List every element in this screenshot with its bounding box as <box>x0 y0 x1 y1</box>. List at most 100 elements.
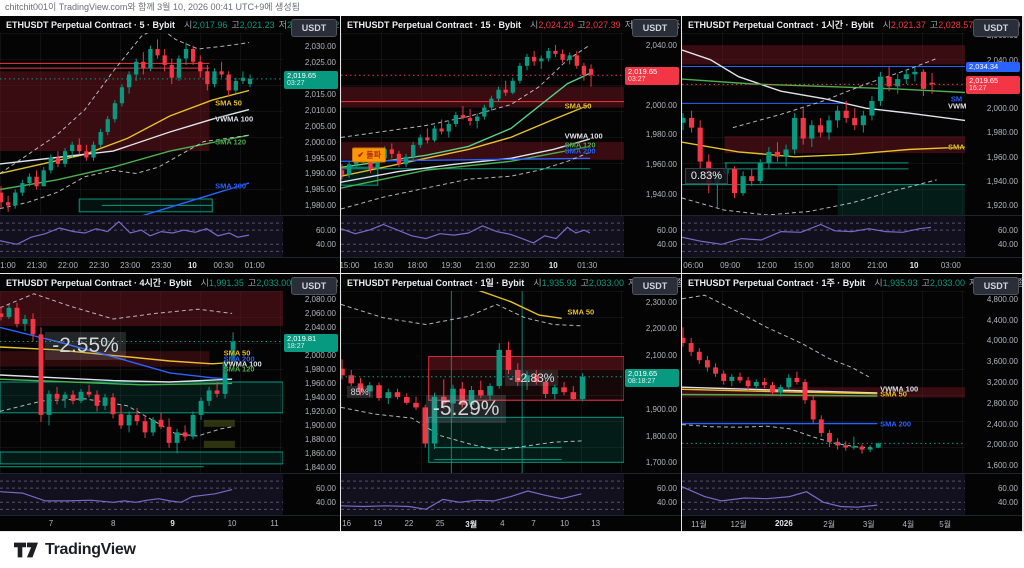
candle <box>929 73 935 94</box>
price-axis[interactable]: 2,040.00 2,000.00 1,980.00 1,960.00 1,940.00… <box>624 33 681 215</box>
rsi-pane[interactable] <box>682 216 965 257</box>
price-tick: 1,980.00 <box>986 128 1018 138</box>
time-axis[interactable]: 16 19 22 25 3월 4 7 10 13 <box>341 515 681 531</box>
candle <box>696 348 702 364</box>
ma-label: SMA 200 <box>880 419 912 429</box>
candle <box>126 411 132 433</box>
rsi-pane[interactable] <box>682 474 965 515</box>
price-axis[interactable]: 2,080.00 2,060.00 2,040.00 2,000.00 1,980.00… <box>283 291 340 473</box>
candle <box>432 125 437 142</box>
rsi-pane[interactable] <box>341 216 624 257</box>
rsi-pane[interactable] <box>341 474 624 515</box>
time-label: 09:00 <box>720 261 741 270</box>
rsi-svg <box>0 480 283 510</box>
price-tick: 2,080.00 <box>304 295 336 305</box>
ohlc-key: 시 <box>533 278 542 288</box>
price-plot[interactable]: SMA 50 VWMA 100 SMA 120 SMA 200 ✔ 돌파 <box>341 33 624 215</box>
time-label: 15:00 <box>793 261 814 270</box>
tag-price: 2,019.65 <box>628 368 658 378</box>
plot-row: SMASMVWM0.83%2,060.002,040.002,000.001,9… <box>682 31 1022 216</box>
candle <box>54 386 60 405</box>
time-axis[interactable]: 06:00 09:00 12:00 15:00 18:00 21:00 10 03:00 <box>682 257 1022 273</box>
ohlc-value: 1,935.93 <box>541 277 577 288</box>
time-label: 15:00 <box>341 261 360 270</box>
price-axis[interactable]: 2,030.00 2,025.00 2,015.00 2,010.00 2,005.00… <box>283 33 340 215</box>
currency-button[interactable]: USDT <box>973 277 1019 295</box>
SMA 120-line <box>0 378 233 386</box>
candle <box>183 42 189 65</box>
ohlc-value: 2,021.37 <box>890 19 926 30</box>
candle <box>489 95 494 111</box>
candle <box>682 113 686 131</box>
ma-label: SMA 50 <box>567 307 595 317</box>
candle <box>22 314 28 331</box>
ohlc-value: 2,019.65… <box>680 20 681 30</box>
time-label: 3월 <box>862 520 875 529</box>
price-tick: 2,000.00 <box>986 440 1018 450</box>
chart-header: ETHUSDT Perpetual Contract · 1일 · Bybit 시… <box>341 274 681 291</box>
tag-countdown: 03:27 <box>628 76 646 84</box>
rsi-pane[interactable] <box>0 474 283 515</box>
price-axis[interactable]: 2,300.00 2,200.00 2,100.00 1,900.00 1,800.00… <box>624 291 681 473</box>
price-tick: 2,015.00 <box>304 89 336 99</box>
candle <box>778 384 784 397</box>
price-axis[interactable]: 4,800.00 4,400.00 4,000.00 3,600.00 3,200.00… <box>965 291 1022 473</box>
candle <box>682 327 686 347</box>
price-plot[interactable]: SMA 50 85% -5.29% - -2.83% <box>341 289 625 473</box>
last-price-tag: 2,034.34 <box>966 61 1020 72</box>
candle <box>110 393 116 419</box>
price-axis[interactable]: 2,060.002,040.002,000.001,980.001,960.00… <box>965 31 1022 215</box>
candle <box>859 444 865 454</box>
price-tick: 1,880.00 <box>304 435 336 445</box>
time-axis[interactable]: 7 8 9 10 11 <box>0 515 340 531</box>
candle <box>48 154 53 174</box>
candle <box>467 109 473 126</box>
VWMA 100-line <box>0 108 250 165</box>
chart-title: ETHUSDT Perpetual Contract · 1시간 · Bybit <box>688 20 874 30</box>
time-axis[interactable]: 21:00 21:30 22:00 22:30 23:00 23:30 10 00:30 01:… <box>0 257 340 273</box>
annotation: -5.29% <box>425 395 507 424</box>
rsi-row: 60.00 40.00 <box>341 215 681 257</box>
price-tick: 2,025.00 <box>304 57 336 67</box>
VWMA 100-line <box>0 374 233 383</box>
band-line <box>682 294 870 378</box>
currency-button[interactable]: USDT <box>632 19 678 37</box>
chart-panel-15: ETHUSDT Perpetual Contract · 15 · Bybit 시… <box>341 16 681 273</box>
candle <box>818 415 824 437</box>
chart-grid: ETHUSDT Perpetual Contract · 5 · Bybit 시 2… <box>0 16 1024 532</box>
tradingview-logo[interactable]: TradingView <box>14 541 136 559</box>
price-tick: 1,980.00 <box>645 130 677 140</box>
candle <box>77 138 82 155</box>
candle <box>385 388 392 404</box>
currency-button[interactable]: USDT <box>291 19 337 37</box>
candle <box>886 66 892 92</box>
currency-button[interactable]: USDT <box>291 277 337 295</box>
band-line <box>341 151 591 210</box>
currency-button[interactable]: USDT <box>632 277 678 295</box>
candle <box>579 373 586 402</box>
candle <box>439 119 444 135</box>
candle <box>792 113 798 155</box>
currency-button[interactable]: USDT <box>973 19 1019 37</box>
candle <box>757 159 763 184</box>
price-plot[interactable]: SMA 50 VWMA 100 SMA 120 SMA 200 <box>0 26 283 226</box>
annotation: -2.55% <box>45 332 126 361</box>
VWMA 100-line <box>682 49 966 122</box>
candle <box>425 128 430 144</box>
time-label: 21:30 <box>26 261 47 270</box>
price-plot[interactable]: VWMA 100 SMA 50 SMA 200 <box>682 291 965 473</box>
time-label: 10 <box>909 261 919 270</box>
time-axis[interactable]: 15:00 16:30 18:00 19:30 21:00 22:30 10 01:30 <box>341 257 681 273</box>
price-tick: 1,800.00 <box>645 431 677 441</box>
zone <box>682 45 965 65</box>
rsi-pane[interactable] <box>0 216 283 257</box>
rsi-lower-label: 40.00 <box>315 240 336 250</box>
band-line <box>341 303 582 327</box>
price-plot[interactable]: SMA 50 SMA 200 VWMA 100 SMA 120 -2.55% <box>0 291 284 473</box>
rsi-axis: 60.00 40.00 <box>283 474 340 515</box>
ohlc-key: 시 <box>200 278 209 288</box>
price-plot[interactable]: SMA SM VWM 0.83% <box>682 33 966 216</box>
price-tick: 2,030.00 <box>304 41 336 51</box>
ma-label: SMA 50 <box>880 389 907 399</box>
time-axis[interactable]: 11월 12월 2026 2월 3월 4월 5월 <box>682 515 1022 531</box>
